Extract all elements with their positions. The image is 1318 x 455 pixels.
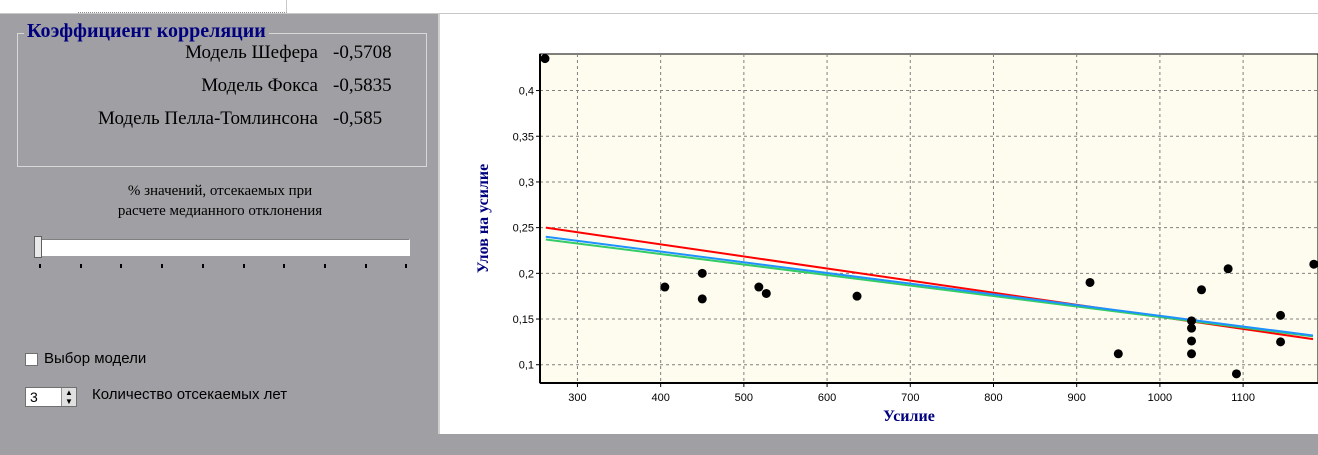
data-point bbox=[852, 291, 862, 301]
scatter-chart: 300 400 500 600 700 800 900 1000 1100 0,1 0,15 0,2 0… bbox=[475, 53, 1318, 425]
slider-tick bbox=[79, 264, 82, 268]
correlation-title: Коэффициент корреляции bbox=[24, 20, 269, 43]
y-tick-label: 0,2 bbox=[519, 268, 534, 280]
slider-tick bbox=[161, 264, 164, 268]
cut-years-spinner[interactable]: 3 ▲ ▼ bbox=[25, 387, 77, 407]
slider-tick bbox=[242, 264, 245, 268]
y-tick-label: 0,25 bbox=[513, 223, 534, 235]
y-tick-label: 0,1 bbox=[519, 360, 534, 372]
data-point bbox=[660, 282, 670, 292]
cut-years-value: 3 bbox=[30, 389, 38, 405]
slider-tick bbox=[323, 264, 326, 268]
model-select-label: Выбор модели bbox=[44, 350, 147, 367]
data-point bbox=[1309, 259, 1318, 269]
data-point bbox=[540, 54, 550, 64]
regression-lines bbox=[545, 226, 1314, 341]
data-point bbox=[1113, 349, 1123, 359]
slider-label: % значений, отсекаемых при расчете медиа… bbox=[60, 181, 380, 221]
x-tick-label: 1100 bbox=[1231, 392, 1255, 404]
slider-tick bbox=[39, 264, 41, 268]
x-tick-label: 400 bbox=[651, 392, 669, 404]
spinner-buttons[interactable]: ▲ ▼ bbox=[61, 388, 76, 406]
model-curve bbox=[545, 238, 1314, 338]
y-tick-label: 0,3 bbox=[519, 177, 534, 189]
data-point bbox=[1197, 285, 1207, 295]
tab-divider bbox=[0, 13, 1318, 14]
y-tick-label: 0,35 bbox=[513, 131, 534, 143]
x-tick-label: 800 bbox=[984, 392, 1002, 404]
data-point bbox=[1223, 264, 1233, 274]
slider-label-line1: % значений, отсекаемых при bbox=[127, 183, 313, 199]
cut-years-label: Количество отсекаемых лет bbox=[92, 386, 288, 403]
data-point bbox=[697, 268, 707, 278]
y-tick-label: 0,15 bbox=[513, 314, 534, 326]
slider-tick bbox=[405, 264, 408, 268]
slider-tick bbox=[120, 264, 123, 268]
data-point bbox=[1085, 277, 1095, 287]
correlation-value: -0,5708 bbox=[333, 42, 392, 63]
tab-header[interactable] bbox=[78, 0, 287, 13]
data-point bbox=[1187, 323, 1197, 333]
bottom-strip bbox=[438, 434, 1318, 455]
y-axis-label: Улов на усилие bbox=[475, 164, 492, 274]
data-points bbox=[540, 54, 1318, 379]
axes: 300 400 500 600 700 800 900 1000 1100 0,1 0,15 0,2 0… bbox=[513, 54, 1318, 404]
top-tab-strip bbox=[0, 0, 1318, 14]
data-point bbox=[754, 282, 764, 292]
data-point bbox=[1276, 337, 1286, 347]
data-point bbox=[1231, 369, 1241, 379]
data-point bbox=[1187, 316, 1197, 326]
correlation-value: -0,5835 bbox=[333, 75, 392, 96]
slider-tick bbox=[283, 264, 286, 268]
plot-area bbox=[539, 53, 1318, 384]
chart-panel: 300 400 500 600 700 800 900 1000 1100 0,1 0,15 0,2 0… bbox=[438, 14, 1318, 434]
x-tick-label: 1000 bbox=[1148, 392, 1172, 404]
x-axis-label: Усилие bbox=[883, 408, 935, 425]
cutoff-slider-track[interactable] bbox=[36, 239, 410, 256]
x-tick-label: 700 bbox=[901, 392, 919, 404]
left-panel bbox=[0, 14, 440, 455]
y-tick-label: 0,4 bbox=[519, 86, 534, 98]
slider-label-line2: расчете медианного отклонения bbox=[117, 203, 323, 219]
data-point bbox=[761, 288, 771, 298]
slider-tick bbox=[201, 264, 204, 268]
x-tick-label: 500 bbox=[735, 392, 753, 404]
model-curve bbox=[545, 235, 1314, 337]
model-select-checkbox[interactable] bbox=[25, 353, 38, 366]
spin-down-icon[interactable]: ▼ bbox=[65, 397, 73, 406]
data-point bbox=[1276, 310, 1286, 320]
spin-up-icon[interactable]: ▲ bbox=[65, 388, 73, 397]
x-tick-label: 900 bbox=[1068, 392, 1086, 404]
cutoff-slider-thumb[interactable] bbox=[34, 236, 42, 258]
slider-tick bbox=[364, 264, 367, 268]
correlation-value: -0,585 bbox=[333, 108, 383, 129]
model-name: Модель Фокса bbox=[201, 75, 318, 96]
x-tick-label: 600 bbox=[818, 392, 836, 404]
model-name: Модель Шефера bbox=[185, 42, 318, 63]
x-tick-label: 300 bbox=[568, 392, 586, 404]
data-point bbox=[697, 294, 707, 304]
model-name: Модель Пелла-Томлинсона bbox=[98, 108, 318, 129]
data-point bbox=[1187, 336, 1197, 346]
data-point bbox=[1187, 349, 1197, 359]
